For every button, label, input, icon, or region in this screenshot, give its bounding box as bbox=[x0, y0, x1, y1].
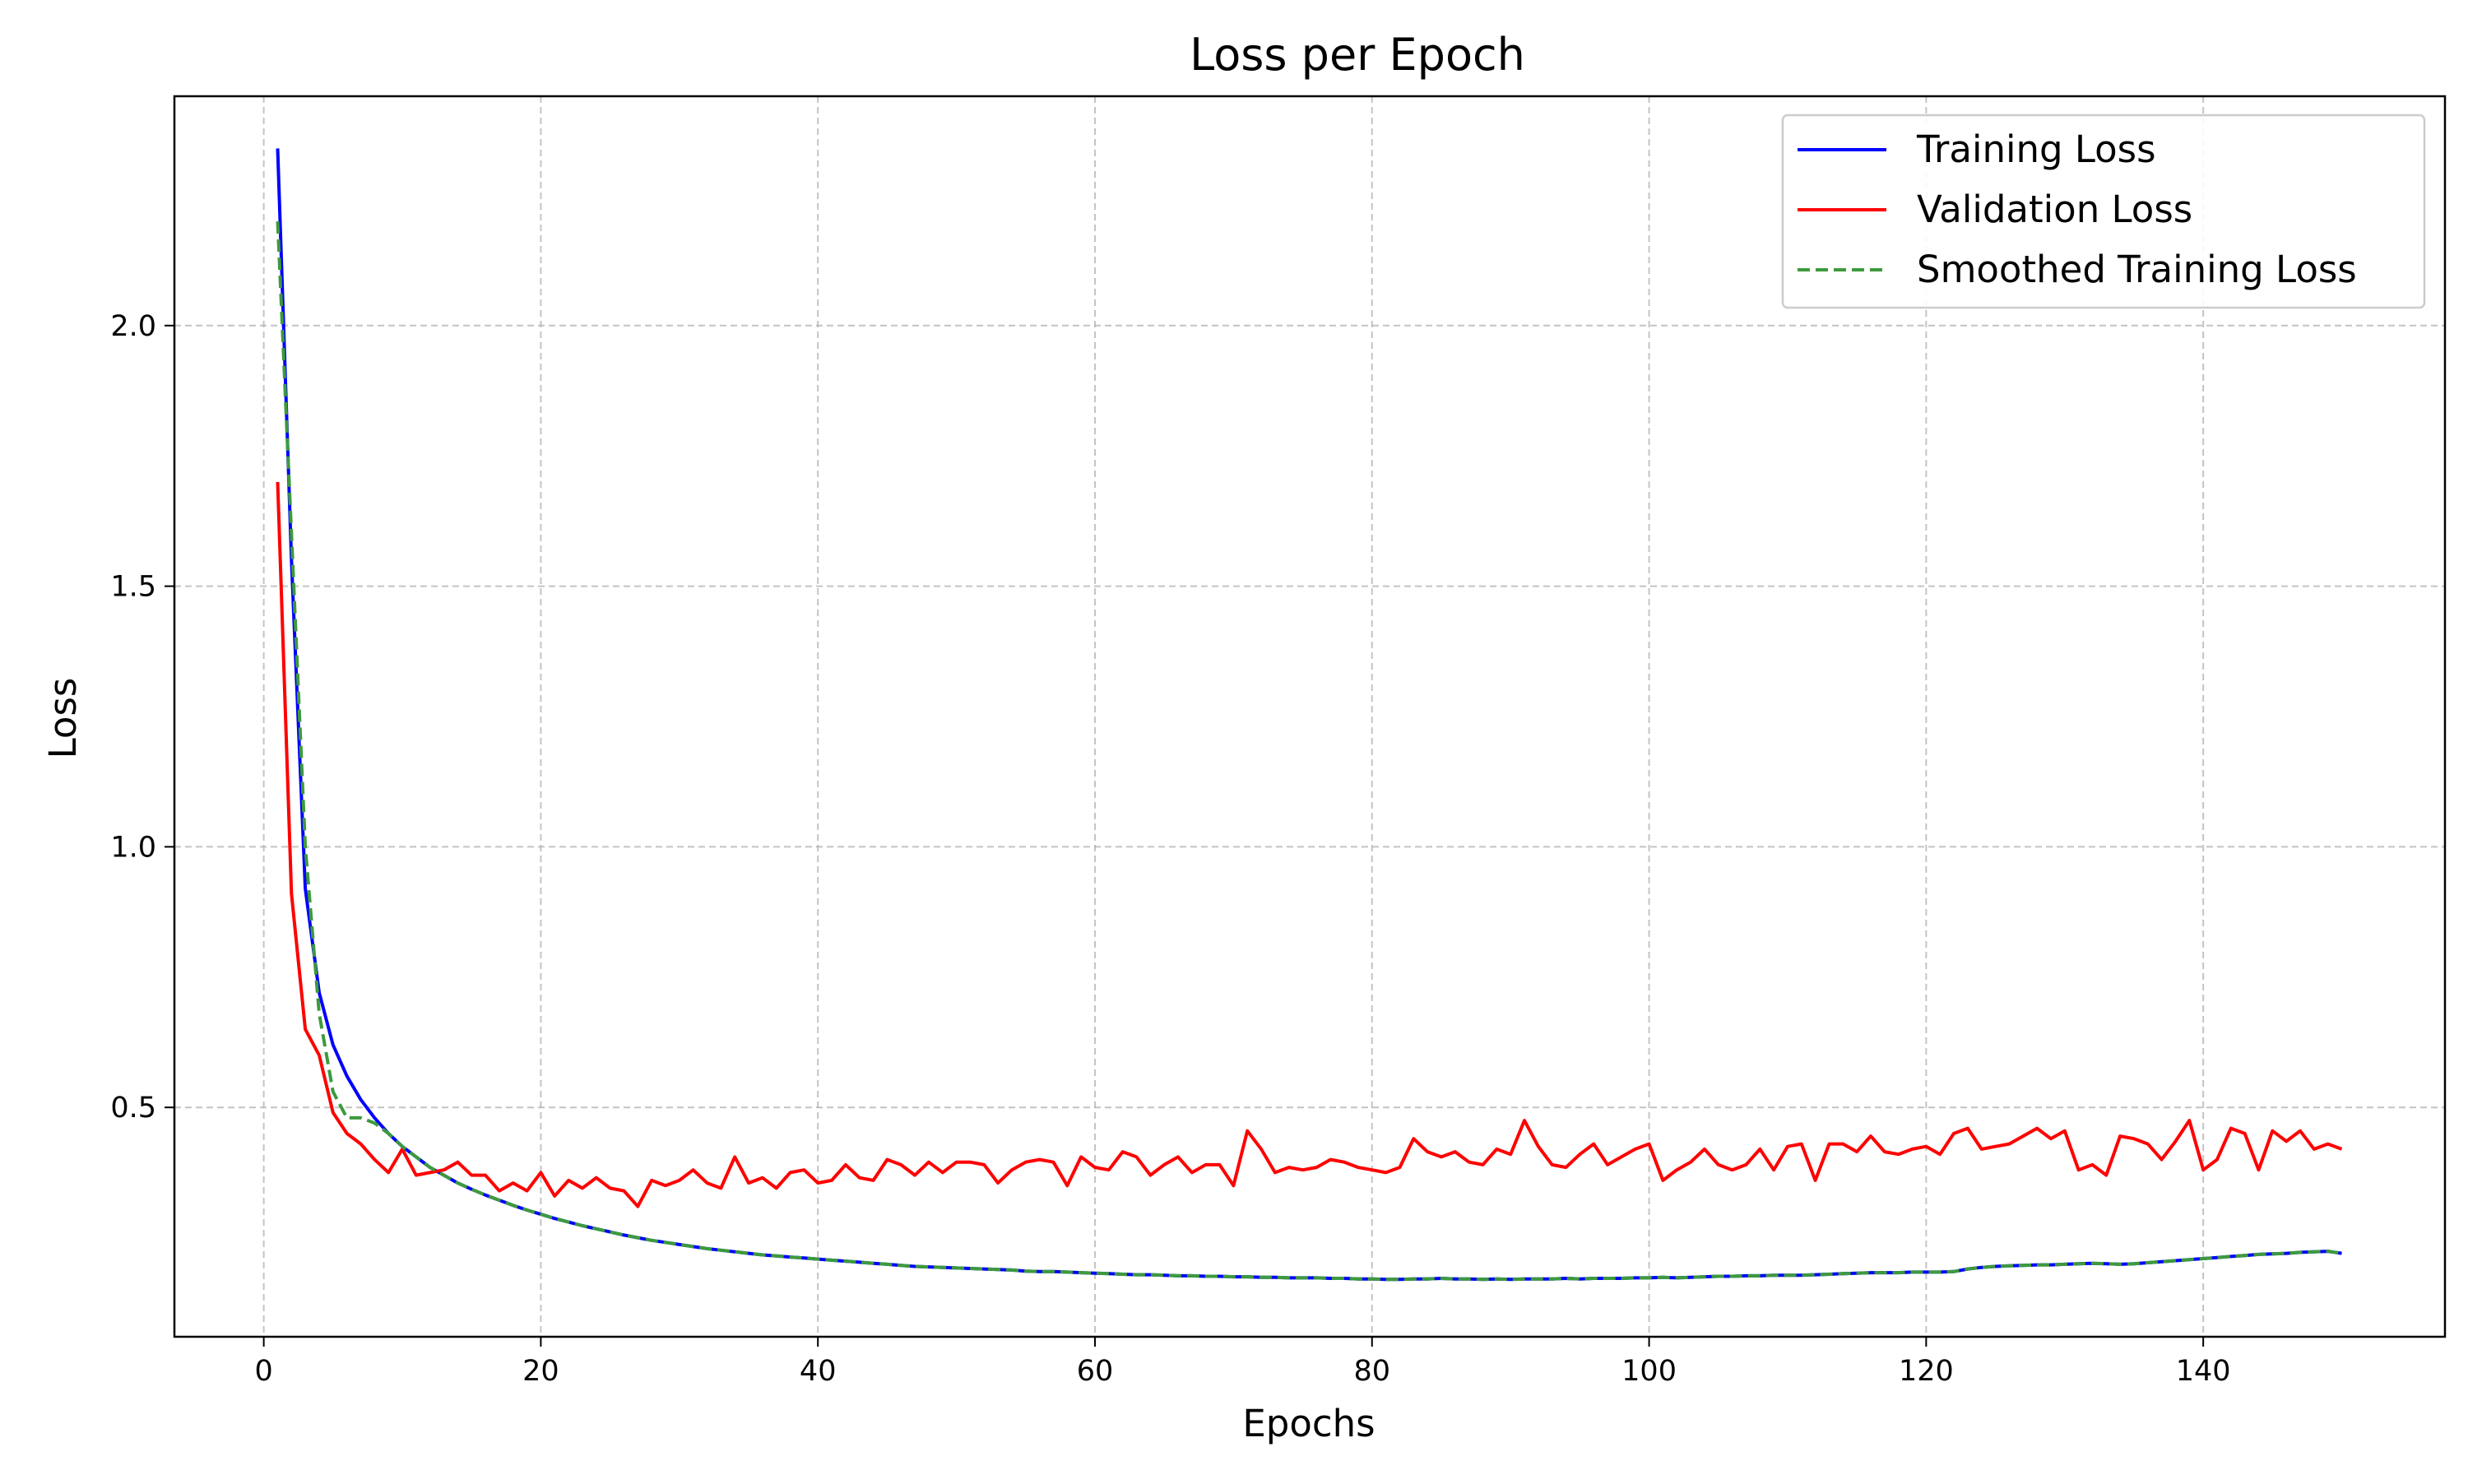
y-tick-label: 1.5 bbox=[110, 571, 156, 604]
ticks-layer: 0 20 40 60 80 100 120 140 0.5 1.0 1.5 2.0 bbox=[110, 310, 2230, 1388]
x-tick-label: 40 bbox=[800, 1355, 837, 1388]
grid-layer bbox=[174, 96, 2445, 1337]
x-axis-label: Epochs bbox=[1242, 1402, 1375, 1445]
series-line-validation-loss bbox=[276, 481, 2343, 1208]
series-line-smoothed-training-loss bbox=[276, 221, 2342, 1282]
x-tick-label: 140 bbox=[2176, 1355, 2231, 1388]
plot-area-frame bbox=[173, 95, 2447, 1338]
legend: Training Loss Validation Loss Smoothed Tra… bbox=[1781, 114, 2426, 309]
x-tick-label: 100 bbox=[1621, 1355, 1677, 1388]
legend-label-smoothed-training-loss: Smoothed Training Loss bbox=[1917, 248, 2357, 291]
x-tick-label: 0 bbox=[254, 1355, 272, 1388]
y-tick-label: 1.0 bbox=[110, 831, 156, 864]
series-layer bbox=[276, 148, 2343, 1282]
x-tick-label: 20 bbox=[522, 1355, 559, 1388]
x-tick-label: 120 bbox=[1899, 1355, 1954, 1388]
chart-title: Loss per Epoch bbox=[1190, 29, 1525, 81]
y-tick-label: 2.0 bbox=[110, 310, 156, 343]
legend-label-validation-loss: Validation Loss bbox=[1917, 188, 2192, 231]
x-tick-label: 80 bbox=[1354, 1355, 1391, 1388]
legend-box bbox=[1781, 114, 2426, 309]
y-axis-label: Loss bbox=[41, 678, 85, 759]
x-tick-label: 60 bbox=[1077, 1355, 1114, 1388]
y-tick-label: 0.5 bbox=[110, 1092, 156, 1125]
legend-label-training-loss: Training Loss bbox=[1916, 128, 2156, 171]
